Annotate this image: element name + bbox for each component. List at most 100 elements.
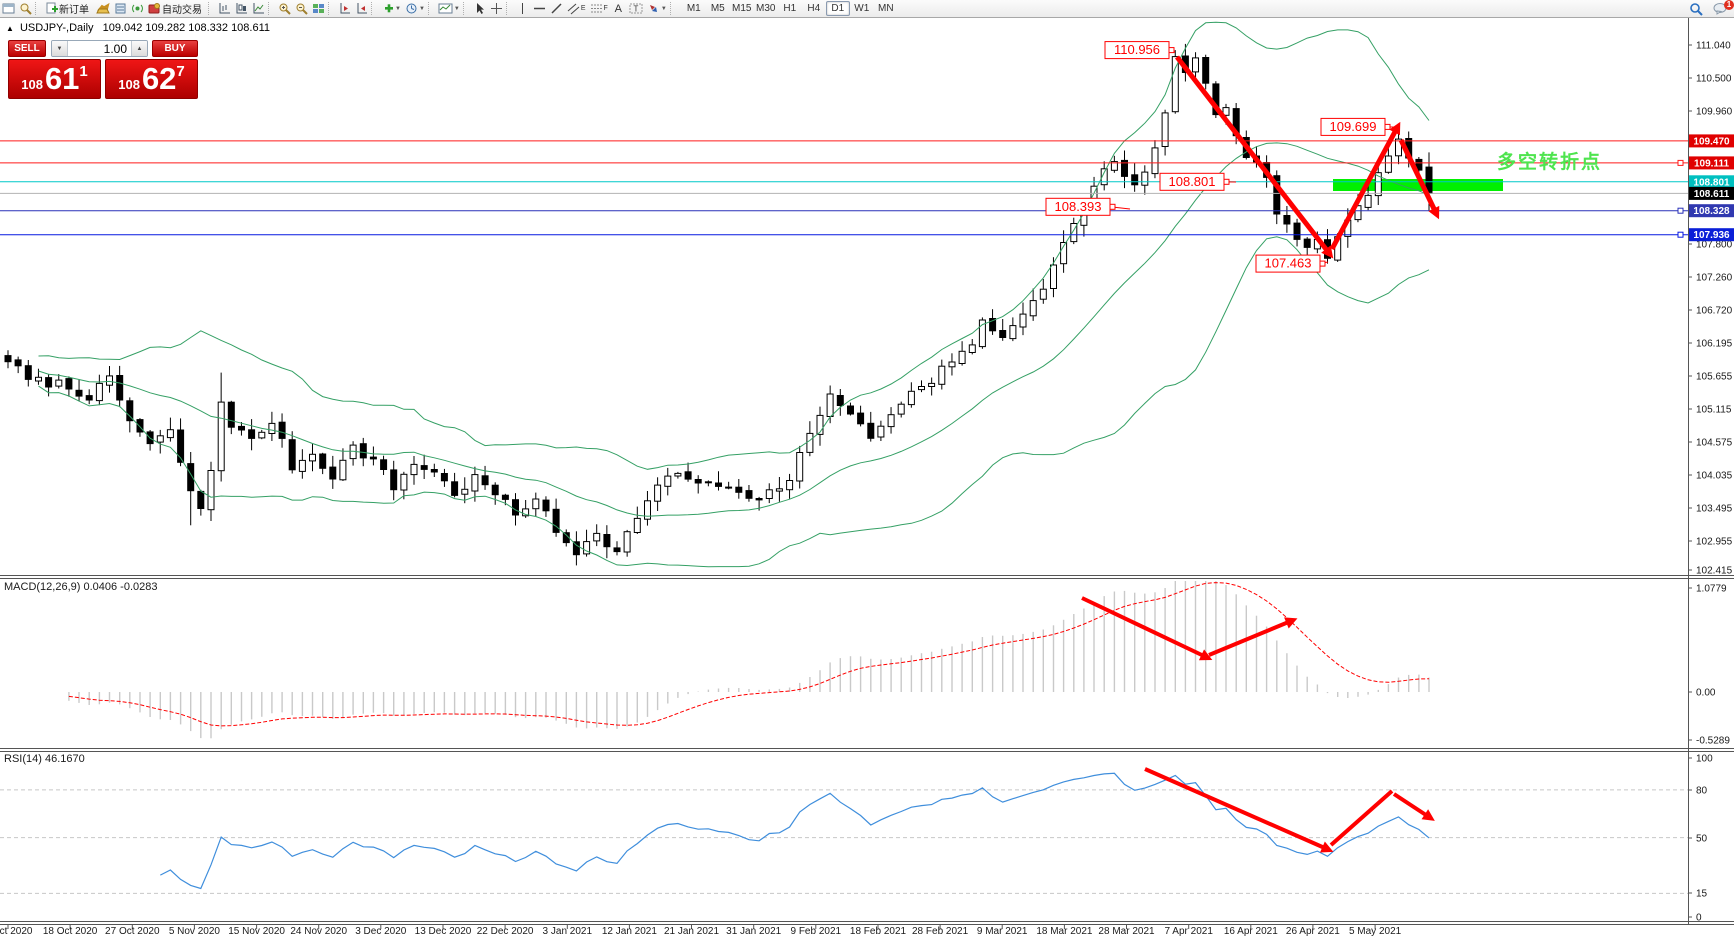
toolbar-separator — [427, 2, 433, 15]
svg-text:109.470: 109.470 — [1693, 136, 1730, 147]
buy-price-point: 7 — [176, 63, 185, 80]
signals-icon[interactable] — [129, 1, 146, 16]
period-icon[interactable]: ▼ — [403, 1, 427, 16]
svg-text:12 Jan 2021: 12 Jan 2021 — [602, 926, 657, 937]
market-watch-icon[interactable] — [17, 1, 34, 16]
macd-histogram — [68, 581, 1430, 739]
chart-shift-icon[interactable] — [336, 1, 353, 16]
bar-chart-icon[interactable] — [216, 1, 233, 16]
candles-layer — [4, 43, 1433, 566]
timeframe-button-M15[interactable]: M15 — [732, 3, 752, 14]
timeframe-buttons: M1 M5 M15 M30 H1 H4 D1 W1 MN — [682, 1, 898, 16]
depth-of-market-icon[interactable] — [112, 1, 129, 16]
fibonacci-tool-icon[interactable]: F — [588, 1, 610, 16]
svg-text:1.0779: 1.0779 — [1696, 584, 1727, 595]
channel-tool-icon[interactable]: E — [565, 1, 588, 16]
macd-signal-line — [68, 582, 1430, 727]
dropdown-caret-icon: ▼ — [660, 5, 667, 12]
timeframe-button-W1[interactable]: W1 — [854, 3, 870, 14]
svg-text:104.575: 104.575 — [1696, 438, 1733, 449]
auto-scroll-icon[interactable] — [353, 1, 370, 16]
macd-pane[interactable] — [68, 581, 1430, 739]
lot-decrease-button[interactable]: ▼ — [52, 41, 68, 56]
sell-price-panel[interactable]: 108 61 1 — [8, 59, 101, 99]
collapse-panel-arrow[interactable]: ▲ — [6, 24, 14, 33]
svg-text:107.800: 107.800 — [1696, 240, 1733, 251]
svg-text:110.956: 110.956 — [1114, 42, 1160, 57]
autotrade-button[interactable]: 自动交易 — [146, 1, 207, 16]
indicator-list-icon[interactable] — [94, 1, 112, 16]
line-handle[interactable] — [1677, 159, 1684, 166]
svg-text:104.035: 104.035 — [1696, 471, 1733, 482]
buy-button[interactable]: BUY — [152, 40, 198, 57]
vertical-line-tool-icon[interactable] — [514, 1, 531, 16]
svg-text:24 Nov 2020: 24 Nov 2020 — [290, 926, 347, 937]
toolbar-separator — [35, 2, 40, 15]
sell-button[interactable]: SELL — [8, 40, 46, 57]
toolbar: 新订单 自动交易 ▼ ▼ ▼ E F A T ▼ M1 M5 M15 M30 H1 H4 D… — [0, 0, 1734, 18]
svg-text:18 Feb 2021: 18 Feb 2021 — [850, 926, 907, 937]
new-order-label: 新订单 — [59, 5, 89, 16]
text-tool-icon[interactable]: A — [614, 2, 622, 15]
horizontal-lines-layer — [0, 140, 1688, 238]
price-annotations[interactable]: 110.956 109.699 108.801 108.393 107.463 — [1045, 41, 1399, 273]
svg-text:7 Apr 2021: 7 Apr 2021 — [1165, 926, 1214, 937]
svg-text:108.801: 108.801 — [1169, 174, 1216, 189]
cursor-tool-icon[interactable] — [471, 1, 488, 16]
chat-icon[interactable]: 1 — [1711, 0, 1734, 16]
zoom-out-icon[interactable] — [293, 1, 310, 16]
timeframe-button-M5[interactable]: M5 — [710, 3, 725, 14]
profile-window-icon[interactable] — [0, 1, 17, 16]
line-handle[interactable] — [1677, 231, 1684, 238]
trendline-tool-icon[interactable] — [548, 1, 565, 16]
autotrade-label: 自动交易 — [162, 5, 202, 16]
rsi-line — [160, 772, 1430, 890]
line-handle[interactable] — [1677, 207, 1684, 214]
tile-windows-icon[interactable] — [310, 1, 327, 16]
trend-arrows[interactable] — [1081, 55, 1440, 853]
macd-label: MACD(12,26,9) 0.0406 -0.0283 — [4, 581, 158, 593]
lot-size-input[interactable] — [68, 41, 131, 56]
new-order-button[interactable]: 新订单 — [43, 1, 94, 16]
svg-text:105.115: 105.115 — [1696, 405, 1732, 416]
rsi-pane[interactable] — [0, 772, 1688, 894]
svg-text:109.111: 109.111 — [1694, 158, 1729, 169]
svg-text:103.495: 103.495 — [1696, 504, 1733, 515]
crosshair-tool-icon[interactable] — [488, 1, 505, 16]
candlestick-chart-icon[interactable] — [233, 1, 250, 16]
svg-text:28 Feb 2021: 28 Feb 2021 — [912, 926, 969, 937]
svg-text:9 Feb 2021: 9 Feb 2021 — [790, 926, 841, 937]
template-icon[interactable]: ▼ — [436, 1, 462, 16]
svg-text:106.195: 106.195 — [1696, 339, 1733, 350]
chat-badge: 1 — [1724, 0, 1734, 10]
svg-text:26 Apr 2021: 26 Apr 2021 — [1286, 926, 1340, 937]
svg-text:28 Mar 2021: 28 Mar 2021 — [1098, 926, 1155, 937]
svg-text:8 Oct 2020: 8 Oct 2020 — [0, 926, 33, 937]
text-label-tool-icon[interactable]: T — [627, 1, 645, 16]
horizontal-line-tool-icon[interactable] — [531, 1, 548, 16]
symbol-period-label: USDJPY-,Daily — [19, 22, 94, 34]
arrows-tool-icon[interactable]: ▼ — [645, 1, 669, 16]
date-axis: 8 Oct 2020 18 Oct 2020 27 Oct 2020 5 Nov 20… — [0, 925, 1402, 937]
timeframe-button-D1[interactable]: D1 — [825, 1, 850, 16]
timeframe-button-H1[interactable]: H1 — [783, 3, 797, 14]
timeframe-button-M30[interactable]: M30 — [756, 3, 776, 14]
svg-text:108.801: 108.801 — [1693, 177, 1730, 188]
timeframe-button-MN[interactable]: MN — [877, 3, 894, 14]
search-icon[interactable] — [1687, 1, 1705, 16]
svg-text:108.611: 108.611 — [1694, 189, 1730, 200]
svg-text:3 Dec 2020: 3 Dec 2020 — [355, 926, 407, 937]
line-chart-icon[interactable] — [250, 1, 267, 16]
chart-title: ▲ USDJPY-,Daily 109.042 109.282 108.332 … — [6, 22, 270, 34]
svg-text:105.655: 105.655 — [1696, 372, 1733, 383]
buy-price-panel[interactable]: 108 62 7 — [105, 59, 198, 99]
pivot-zone-label[interactable]: 多空转折点 — [1497, 150, 1602, 173]
lot-increase-button[interactable]: ▲ — [131, 41, 147, 56]
timeframe-button-M1[interactable]: M1 — [686, 3, 701, 14]
add-indicator-icon[interactable]: ▼ — [379, 1, 403, 16]
zoom-in-icon[interactable] — [276, 1, 293, 16]
svg-text:106.720: 106.720 — [1696, 306, 1733, 317]
timeframe-button-H4[interactable]: H4 — [807, 3, 821, 14]
